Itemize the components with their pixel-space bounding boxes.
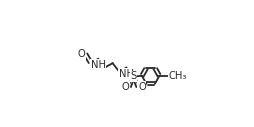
Text: NH: NH: [118, 69, 133, 79]
Text: S: S: [130, 71, 136, 81]
Text: O: O: [121, 82, 129, 92]
Text: O: O: [137, 82, 145, 92]
Text: NH: NH: [90, 60, 105, 70]
Text: O: O: [77, 49, 85, 59]
Text: CH₃: CH₃: [168, 71, 186, 81]
